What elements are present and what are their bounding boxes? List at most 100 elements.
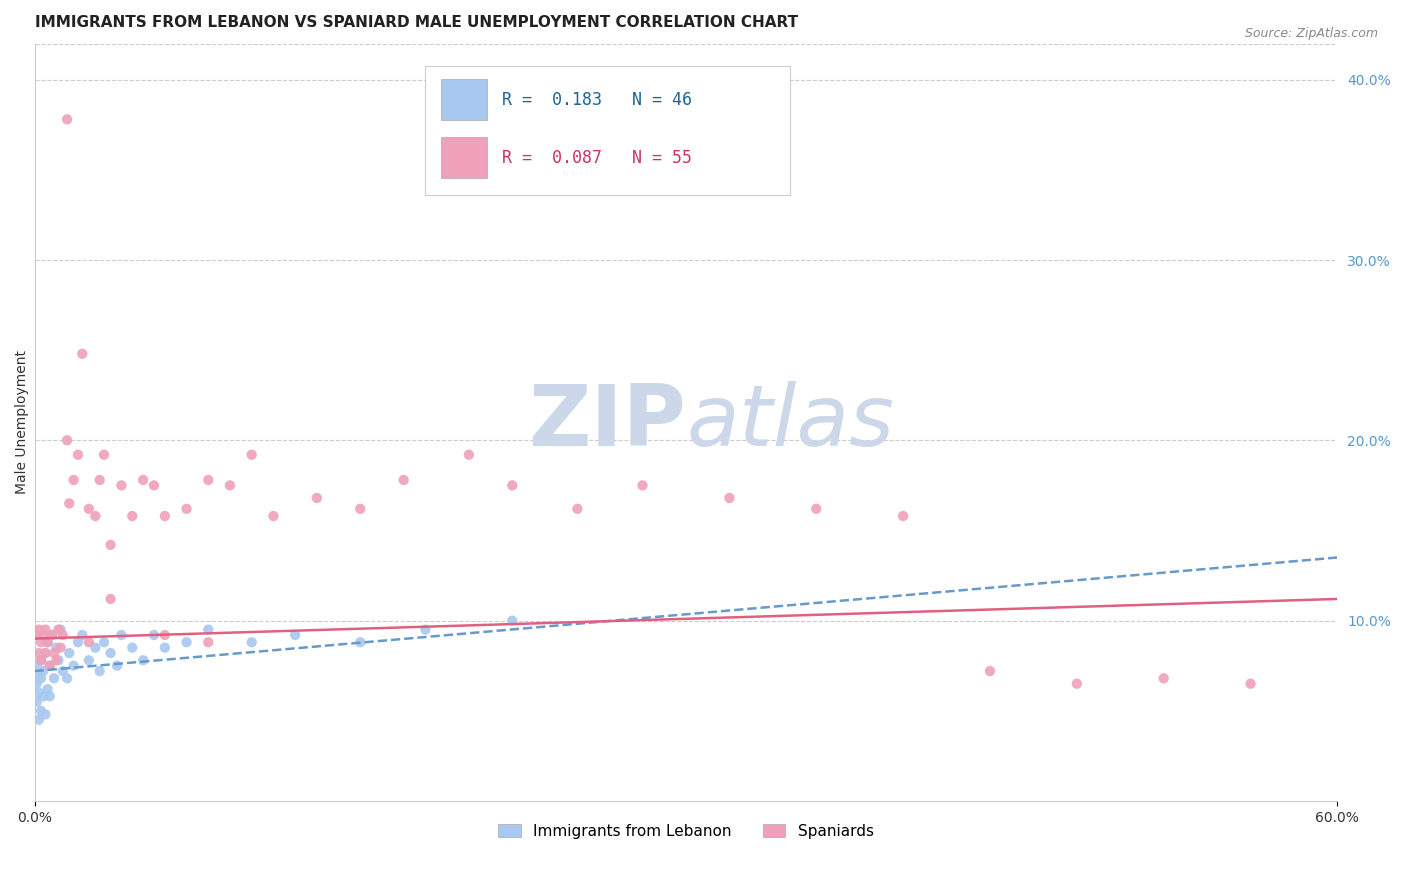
Point <box>77 653 100 667</box>
Point <box>41 628 63 642</box>
Text: R =  0.183   N = 46: R = 0.183 N = 46 <box>502 91 692 109</box>
Point <box>89 664 111 678</box>
Point <box>132 653 155 667</box>
Point <box>58 496 80 510</box>
Point <box>42 671 65 685</box>
Point <box>56 671 79 685</box>
Point <box>89 473 111 487</box>
Point <box>32 664 55 678</box>
Point <box>631 478 654 492</box>
Point <box>66 448 89 462</box>
Point <box>41 628 63 642</box>
Point <box>197 473 219 487</box>
Point <box>34 646 56 660</box>
Point <box>197 635 219 649</box>
Point <box>979 664 1001 678</box>
Point <box>28 646 51 660</box>
Point <box>153 640 176 655</box>
Point <box>42 646 65 660</box>
Point <box>110 478 132 492</box>
Legend: Immigrants from Lebanon, Spaniards: Immigrants from Lebanon, Spaniards <box>491 816 882 847</box>
Point <box>34 623 56 637</box>
Point <box>305 491 328 505</box>
Point <box>48 623 70 637</box>
Point <box>56 112 79 127</box>
Point <box>28 667 51 681</box>
Point <box>143 478 166 492</box>
Point <box>153 628 176 642</box>
Point <box>28 713 51 727</box>
Point <box>30 635 52 649</box>
Point <box>34 646 56 660</box>
Point <box>48 653 70 667</box>
Point <box>93 448 115 462</box>
Point <box>77 635 100 649</box>
Point <box>32 628 55 642</box>
Point <box>110 628 132 642</box>
Bar <box>441 136 486 178</box>
Point <box>25 695 48 709</box>
Point <box>219 478 242 492</box>
Point <box>718 491 741 505</box>
Point <box>25 628 48 642</box>
Point <box>45 640 67 655</box>
Point <box>100 538 122 552</box>
Point <box>30 671 52 685</box>
Point <box>284 628 307 642</box>
Text: R =  0.087   N = 55: R = 0.087 N = 55 <box>502 149 692 167</box>
Point <box>501 478 523 492</box>
Point <box>58 646 80 660</box>
Point <box>30 704 52 718</box>
Point <box>30 653 52 667</box>
Point <box>25 658 48 673</box>
Point <box>262 509 284 524</box>
Point <box>34 707 56 722</box>
Point <box>1153 671 1175 685</box>
Point <box>84 509 107 524</box>
Point <box>45 653 67 667</box>
Point <box>100 591 122 606</box>
Point <box>197 623 219 637</box>
Point <box>62 658 84 673</box>
Point <box>38 658 60 673</box>
Point <box>349 635 371 649</box>
Point <box>56 434 79 448</box>
Bar <box>441 78 486 120</box>
Point <box>806 501 828 516</box>
Point <box>415 623 437 637</box>
Point <box>30 653 52 667</box>
Point <box>153 509 176 524</box>
Point <box>49 623 72 637</box>
Point <box>567 501 589 516</box>
Point <box>49 640 72 655</box>
Point <box>66 635 89 649</box>
Text: ZIP: ZIP <box>529 381 686 464</box>
Point <box>176 501 198 516</box>
Y-axis label: Male Unemployment: Male Unemployment <box>15 351 30 494</box>
Point <box>240 448 263 462</box>
Point <box>1066 676 1088 690</box>
Point <box>25 676 48 690</box>
Point <box>132 473 155 487</box>
Point <box>891 509 914 524</box>
Point <box>100 646 122 660</box>
Point <box>72 628 94 642</box>
Point <box>38 690 60 704</box>
Point <box>37 682 59 697</box>
Point <box>62 473 84 487</box>
Point <box>457 448 479 462</box>
Point <box>176 635 198 649</box>
Point <box>392 473 415 487</box>
Point <box>77 501 100 516</box>
Point <box>143 628 166 642</box>
Point <box>93 635 115 649</box>
Point <box>52 664 75 678</box>
Point <box>37 635 59 649</box>
Text: Source: ZipAtlas.com: Source: ZipAtlas.com <box>1244 27 1378 40</box>
Point <box>121 509 143 524</box>
Point <box>105 658 128 673</box>
Point <box>52 628 75 642</box>
Text: atlas: atlas <box>686 381 894 464</box>
Point <box>84 640 107 655</box>
Point <box>38 658 60 673</box>
